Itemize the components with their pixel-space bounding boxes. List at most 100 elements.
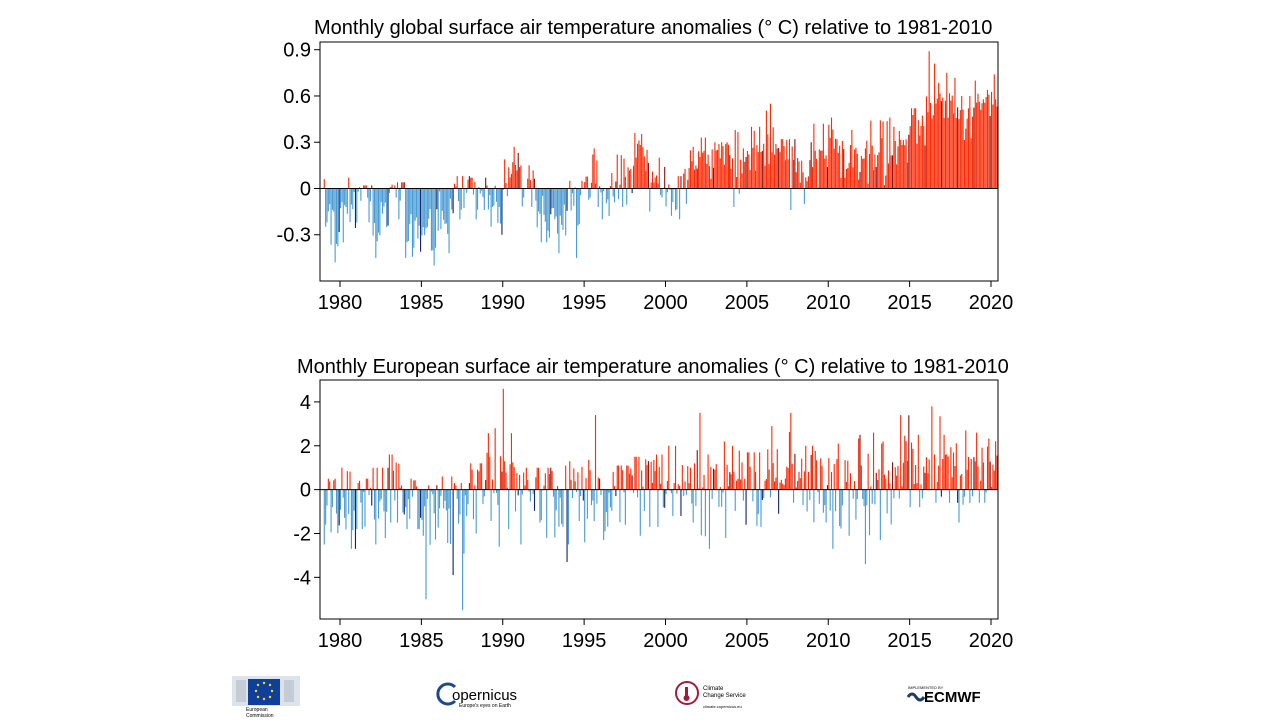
bar [670,188,673,216]
bar [832,129,834,189]
bar [613,486,616,490]
bar [605,188,607,204]
bar [664,166,666,189]
bar [437,489,439,528]
bar [531,188,533,207]
bar [342,489,344,498]
bar [445,489,447,511]
bar [460,188,462,210]
bar [744,478,746,490]
bar [403,489,405,515]
bar [988,94,990,189]
bar [950,447,952,490]
bar [982,462,984,490]
bar [744,161,746,189]
bar [373,188,376,224]
bar [588,459,590,490]
bar [582,489,584,501]
bar [622,188,624,207]
bar [613,188,616,203]
bar [418,489,420,530]
bar [489,456,491,490]
bar [627,465,629,490]
bar [772,463,774,490]
bar [365,185,367,189]
bar [688,483,690,490]
bar [710,178,712,189]
bar [967,108,970,189]
bar [710,466,712,490]
bar [396,182,399,189]
bar [394,489,396,501]
bar [805,177,807,189]
bar [685,489,687,495]
bar [787,468,789,490]
europe-x-axis: 1980 1985 1990 1995 2000 2005 2010 2015 2020 [318,619,1013,652]
european-commission-logo: European Commission [232,676,300,719]
bar [837,443,839,490]
bar [512,462,514,490]
y-tick-label: 4 [300,392,311,414]
bar [327,188,329,212]
bar [741,462,743,490]
bar [854,149,856,189]
bar [759,126,761,189]
bar [714,142,716,189]
bar [972,116,974,189]
bar [588,188,590,200]
bar [740,479,742,490]
bar [430,489,432,492]
bar [452,489,454,576]
bar [807,471,810,490]
bar [858,438,860,490]
bar [434,489,437,540]
bar [788,432,791,490]
bar [852,489,854,499]
bar [961,474,963,490]
bar [414,480,416,490]
x-tick-label: 2000 [643,630,688,652]
bar [913,484,915,490]
bar [383,489,385,512]
bar [748,452,750,490]
bar [497,188,499,223]
bar [639,489,641,536]
bar [434,188,437,248]
bar [938,82,940,189]
bar [844,460,846,490]
bar [558,489,560,527]
bar [976,102,978,189]
bar [326,489,328,506]
bar [954,466,956,490]
europe-plot-frame [319,379,999,620]
bar [478,187,480,189]
bar [669,489,671,491]
bar [506,188,508,197]
bar [635,157,637,189]
bar [820,458,822,490]
bar [527,480,529,490]
bar [607,188,609,200]
bar [487,433,489,490]
bar [654,177,656,189]
bar [976,432,978,490]
bar [778,148,780,189]
bar [757,489,759,515]
bar [889,117,891,189]
bar [352,489,354,531]
bar [637,489,639,498]
x-tick-label: 2000 [643,292,688,314]
bar [699,412,701,490]
bar [803,471,805,490]
bar [485,479,487,490]
bar [550,188,552,215]
bar [966,469,968,490]
bar [471,177,473,189]
bar [475,489,477,534]
bar [571,188,574,194]
bar [863,489,865,507]
bar [333,480,335,490]
bar [890,155,892,189]
bar [959,110,961,189]
